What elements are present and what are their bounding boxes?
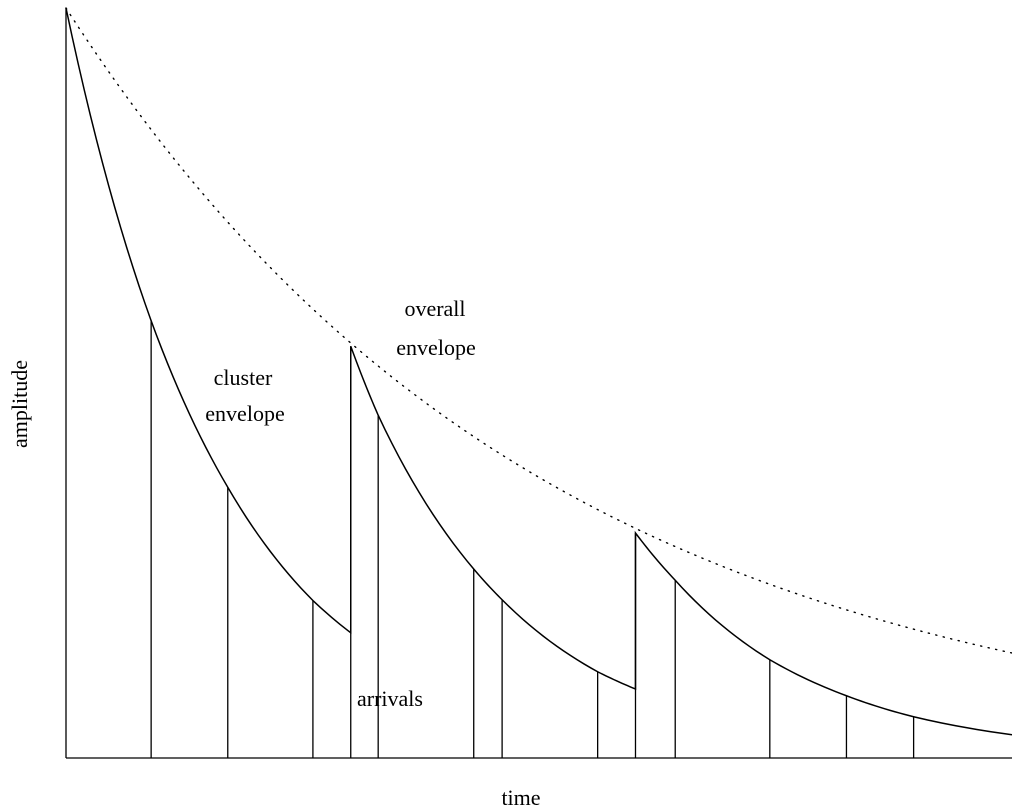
overall-envelope-label-line2: envelope [396,335,475,360]
cluster-envelope-label-line2: envelope [205,401,284,426]
cluster-envelope-curve [65,7,1012,736]
overall-envelope-label-line1: overall [404,296,465,321]
x-axis-label: time [501,785,540,810]
cluster-envelope-label-line1: cluster [214,365,273,390]
y-axis-label: amplitude [7,360,32,448]
overall-envelope-curve [65,7,1012,654]
arrivals-label: arrivals [357,686,423,711]
axes [65,8,1012,759]
